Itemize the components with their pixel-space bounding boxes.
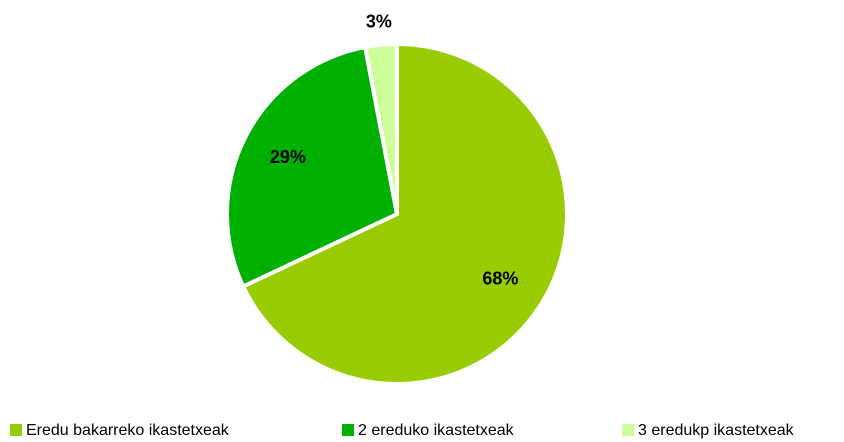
value-label: 3% (366, 12, 392, 32)
pie-slice (362, 41, 399, 215)
value-label: 29% (270, 147, 306, 167)
legend-label: Eredu bakarreko ikastetxeak (26, 422, 230, 439)
legend-label: 2 ereduko ikastetxeak (358, 422, 515, 439)
legend-swatch (342, 424, 354, 436)
legend-label: 3 eredukp ikastetxeak (638, 422, 795, 439)
pie-slice (225, 44, 400, 290)
legend-swatch (622, 424, 634, 436)
value-label: 68% (482, 268, 518, 288)
pie-slice (240, 41, 569, 386)
legend-swatch (10, 424, 22, 436)
